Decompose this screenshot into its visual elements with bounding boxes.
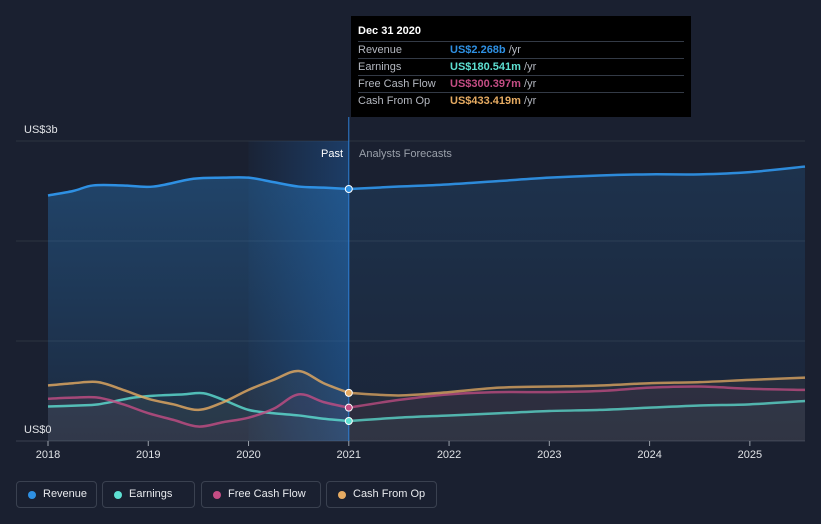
legend-item-revenue[interactable]: Revenue — [16, 481, 97, 508]
x-tick-label: 2022 — [437, 449, 461, 461]
legend-dot-icon — [28, 491, 36, 499]
fcf-marker — [344, 403, 353, 412]
past-region-label: Past — [321, 148, 343, 160]
x-tick-label: 2020 — [236, 449, 260, 461]
legend-dot-icon — [338, 491, 346, 499]
x-tick-label: 2018 — [36, 449, 60, 461]
series-markers — [344, 185, 353, 425]
cfo-area — [48, 370, 805, 441]
tooltip-value: US$300.397m — [450, 78, 521, 90]
tooltip-value: US$433.419m — [450, 95, 521, 107]
tooltip-unit: /yr — [524, 78, 537, 90]
tooltip-label: Revenue — [358, 44, 403, 56]
y-axis-label-top: US$3b — [24, 124, 58, 136]
legend-label: Revenue — [43, 488, 88, 500]
tooltip-date: Dec 31 2020 — [358, 24, 684, 42]
tooltip-value: US$180.541m — [450, 61, 521, 73]
tooltip-row-revenue: Revenue US$2.268b /yr — [358, 42, 684, 59]
tooltip-value: US$2.268b — [450, 44, 506, 56]
fcf-line-forecast — [348, 385, 806, 409]
hover-tooltip: Dec 31 2020 Revenue US$2.268b /yr Earning… — [351, 16, 691, 117]
x-tick-label: 2023 — [537, 449, 561, 461]
fcf-area — [48, 386, 805, 441]
y-axis-label-bottom: US$0 — [24, 424, 52, 436]
x-axis-ticks: 2018 2019 2020 2021 2022 2023 2024 2025 — [36, 441, 762, 461]
series-lines — [47, 165, 806, 428]
revenue-marker — [344, 185, 353, 193]
legend-dot-icon — [114, 491, 122, 499]
revenue-area-past — [48, 177, 349, 441]
series-areas — [48, 166, 805, 441]
legend-item-earnings[interactable]: Earnings — [102, 481, 195, 508]
tooltip-unit: /yr — [524, 95, 537, 107]
fcf-line-past — [47, 393, 350, 428]
revenue-area-forecast — [348, 166, 805, 441]
tooltip-label: Free Cash Flow — [358, 78, 436, 90]
legend-item-cash-from-op[interactable]: Cash From Op — [326, 481, 437, 508]
x-tick-label: 2021 — [337, 449, 361, 461]
x-tick-label: 2024 — [637, 449, 661, 461]
tooltip-row-cash-from-op: Cash From Op US$433.419m /yr — [358, 93, 684, 109]
revenue-line-forecast — [348, 165, 806, 191]
legend-label: Earnings — [129, 488, 173, 500]
tooltip-unit: /yr — [508, 44, 521, 56]
tooltip-row-free-cash-flow: Free Cash Flow US$300.397m /yr — [358, 76, 684, 93]
legend-item-free-cash-flow[interactable]: Free Cash Flow — [201, 481, 321, 508]
revenue-line-past — [47, 176, 349, 197]
x-tick-label: 2025 — [738, 449, 762, 461]
earnings-line-past — [47, 391, 349, 423]
tooltip-row-earnings: Earnings US$180.541m /yr — [358, 59, 684, 76]
legend-label: Free Cash Flow — [228, 488, 306, 500]
tooltip-label: Earnings — [358, 61, 402, 73]
forecast-region-label: Analysts Forecasts — [359, 148, 452, 160]
earnings-marker — [344, 417, 353, 425]
earnings-line-forecast — [348, 399, 806, 423]
axes: US$3b US$0 Past Analysts Forecasts 2018 2… — [24, 124, 762, 461]
cfo-line-past — [47, 369, 350, 412]
tooltip-label: Cash From Op — [358, 95, 431, 107]
tooltip-unit: /yr — [524, 61, 537, 73]
x-tick-label: 2019 — [136, 449, 160, 461]
cfo-line-forecast — [348, 376, 806, 397]
cfo-marker — [344, 388, 353, 397]
legend-label: Cash From Op — [353, 488, 426, 500]
legend-dot-icon — [213, 491, 221, 499]
